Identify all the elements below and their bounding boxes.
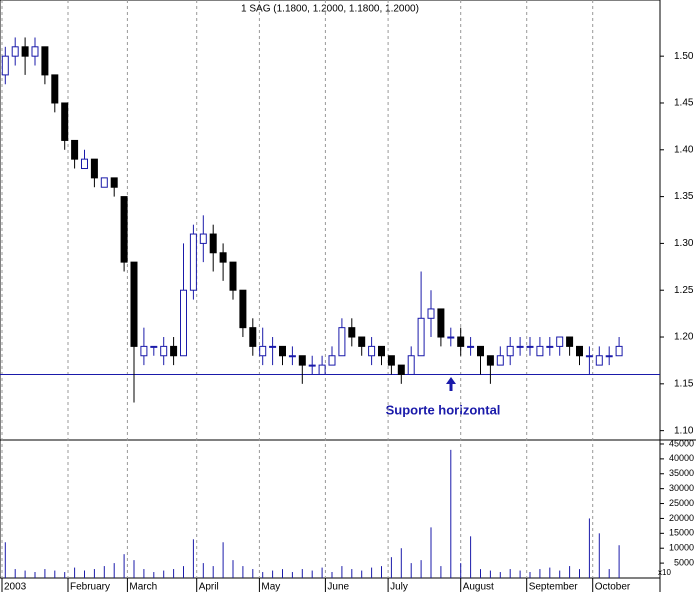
volume-tick-label: 45000 xyxy=(669,438,694,448)
candle-body xyxy=(199,233,207,244)
volume-multiplier: x10 xyxy=(658,568,671,577)
y-tick-label: 1.50 xyxy=(674,51,694,62)
x-tick-label: 2003 xyxy=(4,582,27,592)
volume-tick-label: 10000 xyxy=(669,543,694,553)
y-tick-label: 1.40 xyxy=(674,144,694,155)
candle-body xyxy=(585,355,593,358)
candle-body xyxy=(576,345,583,357)
candle-body xyxy=(288,355,296,358)
x-tick-label: October xyxy=(595,582,631,592)
candle-body xyxy=(417,317,425,357)
candle-body xyxy=(496,355,504,366)
x-tick-label: March xyxy=(129,582,157,592)
candle-body xyxy=(516,345,524,348)
annotation: Suporte horizontal xyxy=(386,402,501,417)
candle-body xyxy=(51,74,59,104)
candle-body xyxy=(566,336,574,347)
candle-body xyxy=(556,336,564,347)
candle-body xyxy=(279,345,286,357)
candle-body xyxy=(249,327,257,347)
candle-body xyxy=(189,233,197,291)
x-tick-label: February xyxy=(70,582,110,592)
candle-body xyxy=(467,345,475,348)
candle-body xyxy=(348,327,356,338)
volume-tick-label: 20000 xyxy=(669,513,694,523)
candle-body xyxy=(605,355,613,358)
candle-body xyxy=(209,233,217,254)
candle-body xyxy=(447,336,455,339)
candle-body xyxy=(437,308,445,338)
candle-body xyxy=(546,345,554,348)
candle-body xyxy=(407,355,415,375)
candle-body xyxy=(110,177,118,188)
candle-body xyxy=(358,336,366,347)
candle-body xyxy=(298,355,306,366)
candle-body xyxy=(308,364,316,367)
candle-body xyxy=(536,345,544,357)
volume-tick-label: 5000 xyxy=(674,557,694,567)
candle-body xyxy=(160,345,168,357)
x-tick-label: September xyxy=(529,582,579,592)
candle-body xyxy=(269,345,277,348)
x-tick-label: June xyxy=(327,582,349,592)
candle-body xyxy=(378,345,385,357)
candle-body xyxy=(100,177,108,188)
candle-body xyxy=(170,345,178,357)
candle-body xyxy=(239,289,247,329)
x-tick-label: August xyxy=(463,582,494,592)
candle-body xyxy=(61,102,69,141)
candle-body xyxy=(1,55,9,76)
volume-tick-label: 15000 xyxy=(669,528,694,538)
candle-body xyxy=(130,261,138,347)
candle-body xyxy=(506,345,514,357)
candle-body xyxy=(318,364,326,375)
candle-body xyxy=(368,345,376,357)
candle-body xyxy=(615,345,623,357)
candle-body xyxy=(595,355,603,366)
volume-tick-label: 40000 xyxy=(669,453,694,463)
x-tick-label: July xyxy=(390,582,408,592)
y-tick-label: 1.25 xyxy=(674,285,694,296)
volume-tick-label: 30000 xyxy=(669,483,694,493)
candle-body xyxy=(81,158,88,170)
candle-body xyxy=(397,364,405,375)
candle-body xyxy=(150,345,158,348)
volume-tick-label: 35000 xyxy=(669,468,694,478)
candle-body xyxy=(11,46,19,57)
y-tick-label: 1.30 xyxy=(674,238,694,249)
y-tick-label: 1.10 xyxy=(674,425,694,436)
candle-body xyxy=(427,308,435,319)
arrow xyxy=(446,377,456,391)
x-tick-label: May xyxy=(261,582,280,592)
x-tick-label: April xyxy=(199,582,219,592)
candle-body xyxy=(486,355,494,366)
y-tick-label: 1.15 xyxy=(674,378,694,389)
candle-body xyxy=(120,196,128,263)
candle-body xyxy=(229,261,237,291)
candle-body xyxy=(90,158,98,179)
y-tick-label: 1.20 xyxy=(674,332,694,343)
candle-body xyxy=(21,46,29,57)
candle-body xyxy=(328,355,336,366)
plot-frame xyxy=(0,0,661,579)
chart-title: 1 SAG (1.1800, 1.2000, 1.1800, 1.2000) xyxy=(241,4,419,15)
candle-body xyxy=(140,345,148,357)
candle-body xyxy=(31,46,39,57)
candle-body xyxy=(477,345,484,357)
y-tick-label: 1.45 xyxy=(674,98,694,109)
candle-body xyxy=(219,252,227,263)
candle-body xyxy=(259,345,267,357)
candle-body xyxy=(338,327,346,357)
candle-body xyxy=(387,355,395,366)
volume-tick-label: 25000 xyxy=(669,498,694,508)
candle-body xyxy=(71,139,79,160)
candle-body xyxy=(41,46,49,76)
candle-body xyxy=(457,336,465,347)
candle-body xyxy=(526,345,534,348)
y-tick-label: 1.35 xyxy=(674,191,694,202)
candle-body xyxy=(180,289,187,357)
